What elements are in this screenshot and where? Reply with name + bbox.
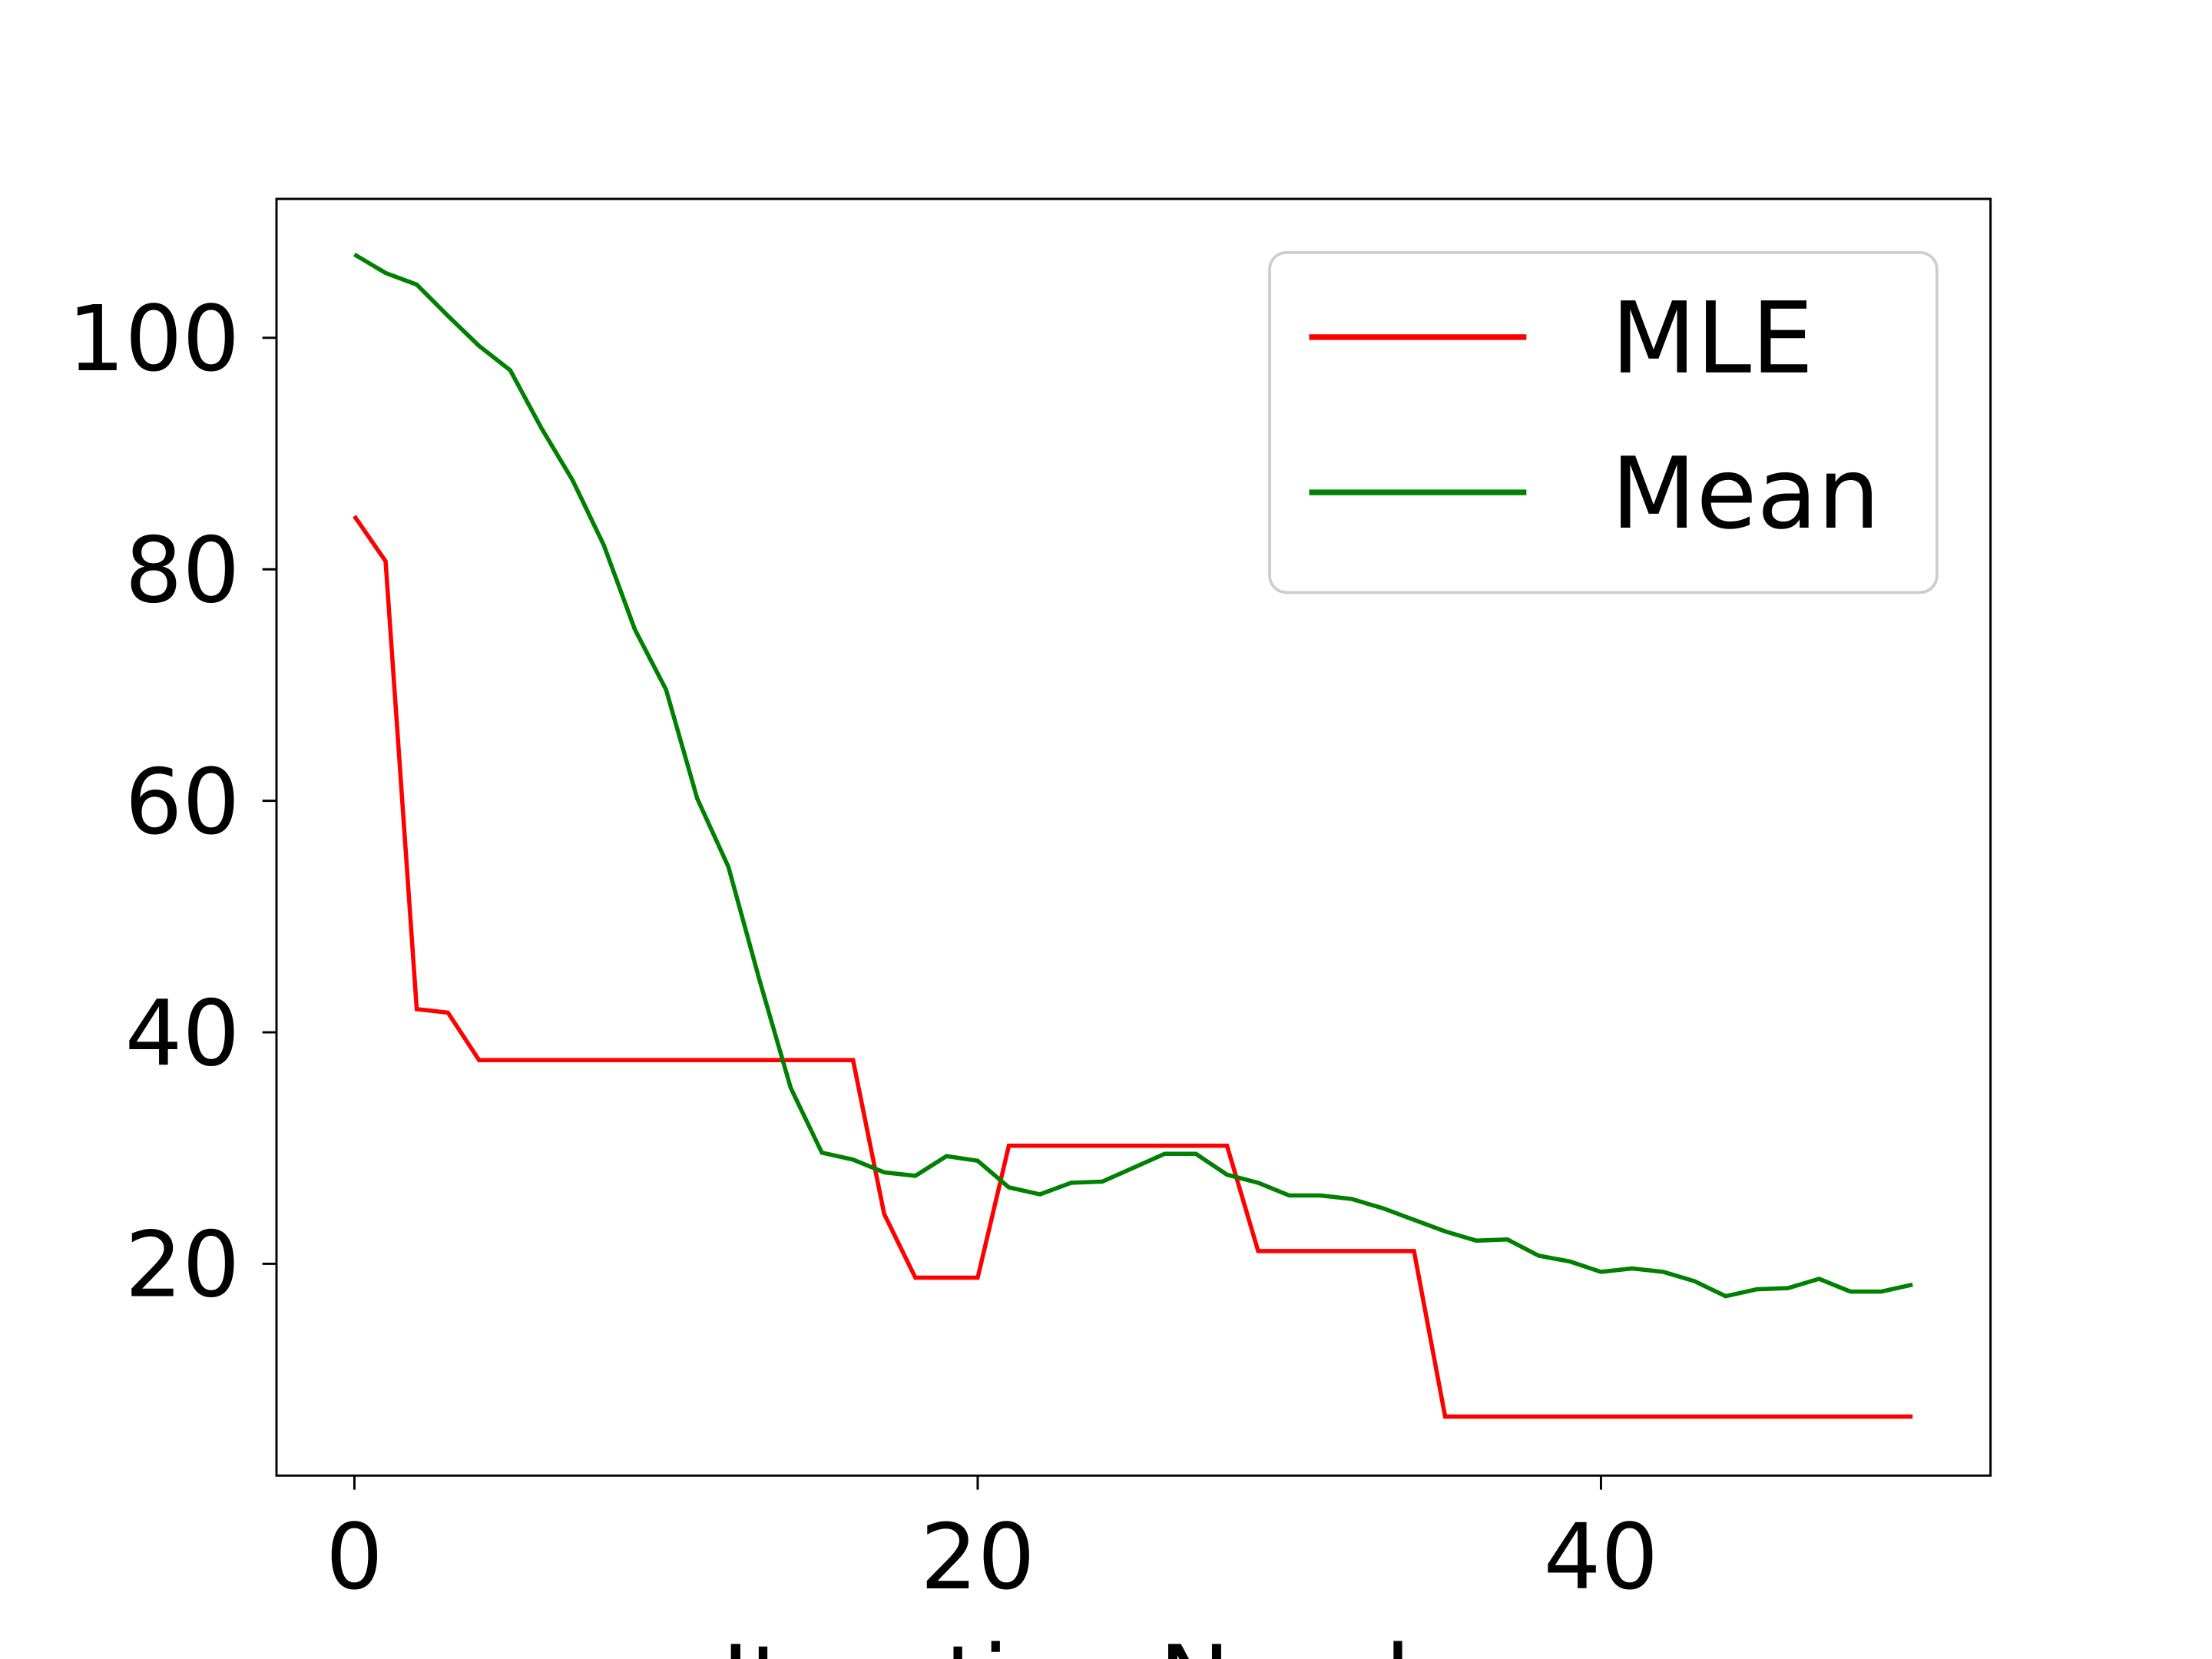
- y-tick-label: 40: [125, 981, 240, 1086]
- plot-frame: [275, 197, 1992, 1477]
- y-tick-label: 60: [125, 750, 240, 855]
- x-axis-label: Iteration Number: [721, 1626, 1545, 1659]
- legend-label: Mean: [1611, 437, 1880, 551]
- legend-label: MLE: [1611, 282, 1814, 396]
- x-tick-label: 0: [326, 1505, 383, 1610]
- line: [353, 515, 1913, 1419]
- x-tick-label: 20: [920, 1505, 1035, 1610]
- y-tick-label: 20: [125, 1213, 240, 1318]
- y-tick-label: 100: [68, 286, 240, 392]
- y-tick-label: 80: [125, 518, 240, 623]
- x-tick-label: 40: [1544, 1505, 1659, 1610]
- line: [353, 252, 1913, 1299]
